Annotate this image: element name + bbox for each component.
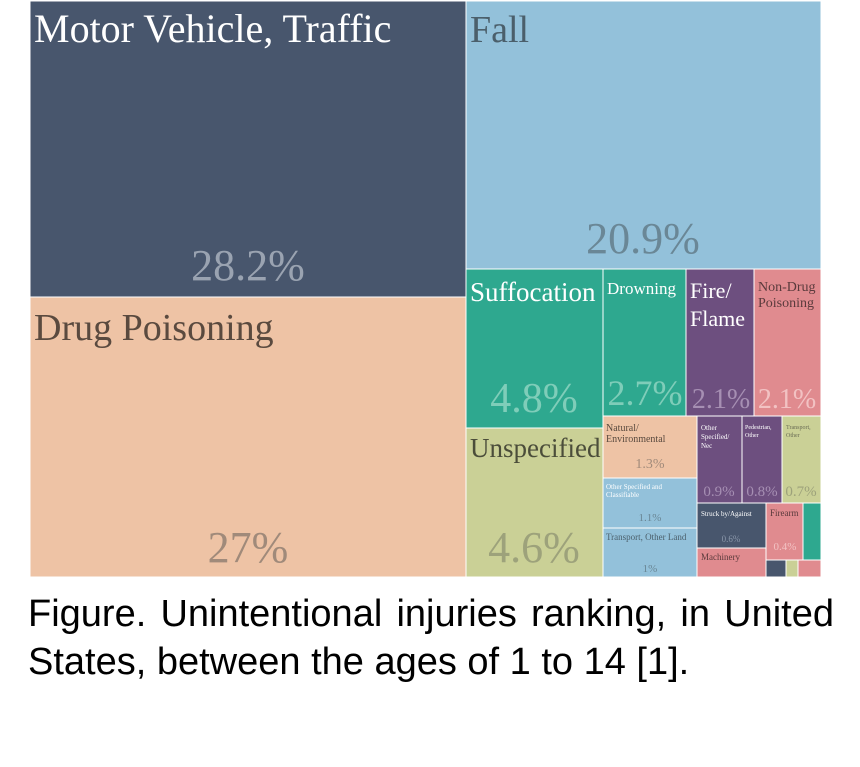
tile-value-struck-by-against: 0.6% <box>722 534 741 544</box>
treemap-chart: Motor Vehicle, Traffic 28.2% Fall 20.9% Drug… <box>29 0 822 578</box>
figure-caption: Figure. Unintentional injuries ranking, … <box>28 593 834 683</box>
tile-label-other-specified-nec-line-3: Nec <box>701 442 712 450</box>
tile-drowning <box>602 268 687 417</box>
tile-value-pedestrian-other: 0.8% <box>746 484 777 500</box>
tile-label-fall: Fall <box>470 9 529 51</box>
tile-drug-poisoning <box>29 296 467 578</box>
tile-small-4 <box>797 559 822 578</box>
tile-label-fire-flame-line-1: Fire/ <box>690 278 732 303</box>
tile-fall <box>465 0 822 270</box>
tile-label-transport-other-land: Transport, Other Land <box>606 532 687 542</box>
tile-transport-other-land <box>602 527 698 578</box>
tile-label-motor-vehicle-traffic: Motor Vehicle, Traffic <box>34 6 391 51</box>
tile-small-3 <box>785 559 799 578</box>
tile-value-unspecified: 4.6% <box>488 523 580 572</box>
tile-label-pedestrian-other-line-2: Other <box>745 433 759 439</box>
tile-transport-other <box>781 415 822 504</box>
tile-motor-vehicle-traffic <box>29 0 467 298</box>
tile-label-machinery: Machinery <box>701 552 740 562</box>
tile-label-transport-other-line-2: Other <box>786 433 800 439</box>
tile-label-fire-flame-line-2: Flame <box>690 306 745 331</box>
tile-label-natural-environmental-line-1: Natural/ <box>606 423 639 434</box>
tile-label-firearm: Firearm <box>770 508 799 518</box>
tile-value-other-specified-and-classifiable: 1.1% <box>639 512 662 524</box>
tile-label-other-specified-nec-line-2: Specified/ <box>701 433 729 441</box>
tile-fire-flame <box>685 268 755 417</box>
tile-value-non-drug-poisoning: 2.1% <box>758 384 816 415</box>
tile-value-transport-other-land: 1% <box>643 563 658 575</box>
tile-label-other-specified-and-classifiable-line-2: Classifiable <box>606 491 639 499</box>
tile-label-drowning: Drowning <box>607 279 676 298</box>
tile-label-pedestrian-other-line-1: Pedestrian, <box>745 425 772 431</box>
tile-value-drowning: 2.7% <box>608 373 683 413</box>
tile-suffocation <box>465 268 604 429</box>
tile-other-specified-nec <box>696 415 743 504</box>
tile-value-fall: 20.9% <box>586 214 700 263</box>
tile-firearm <box>765 502 804 561</box>
tile-value-other-specified-nec: 0.9% <box>703 484 734 500</box>
tile-label-other-specified-nec-line-1: Other <box>701 424 718 432</box>
tile-label-drug-poisoning: Drug Poisoning <box>34 307 274 349</box>
tile-unspecified <box>465 427 604 578</box>
tile-machinery <box>696 547 767 578</box>
tile-label-natural-environmental-line-2: Environmental <box>606 434 666 445</box>
tile-label-transport-other-line-1: Transport, <box>786 425 811 431</box>
tile-small-2 <box>765 559 787 578</box>
tile-label-unspecified: Unspecified <box>470 433 601 463</box>
tile-label-struck-by-against: Struck by/Against <box>701 510 752 518</box>
tile-value-fire-flame: 2.1% <box>692 384 750 415</box>
tile-label-other-specified-and-classifiable-line-1: Other Specified and <box>606 483 662 491</box>
tile-value-natural-environmental: 1.3% <box>635 457 665 472</box>
tile-label-suffocation: Suffocation <box>470 277 596 307</box>
tile-value-firearm: 0.4% <box>774 541 797 553</box>
tile-small-1 <box>802 502 822 561</box>
tile-value-transport-other: 0.7% <box>785 484 816 500</box>
tile-value-drug-poisoning: 27% <box>208 523 289 572</box>
tile-value-suffocation: 4.8% <box>490 376 578 422</box>
tile-label-non-drug-poisoning-line-1: Non-Drug <box>758 280 816 295</box>
tile-value-motor-vehicle-traffic: 28.2% <box>191 241 305 290</box>
tile-label-non-drug-poisoning-line-2: Poisoning <box>758 296 814 311</box>
